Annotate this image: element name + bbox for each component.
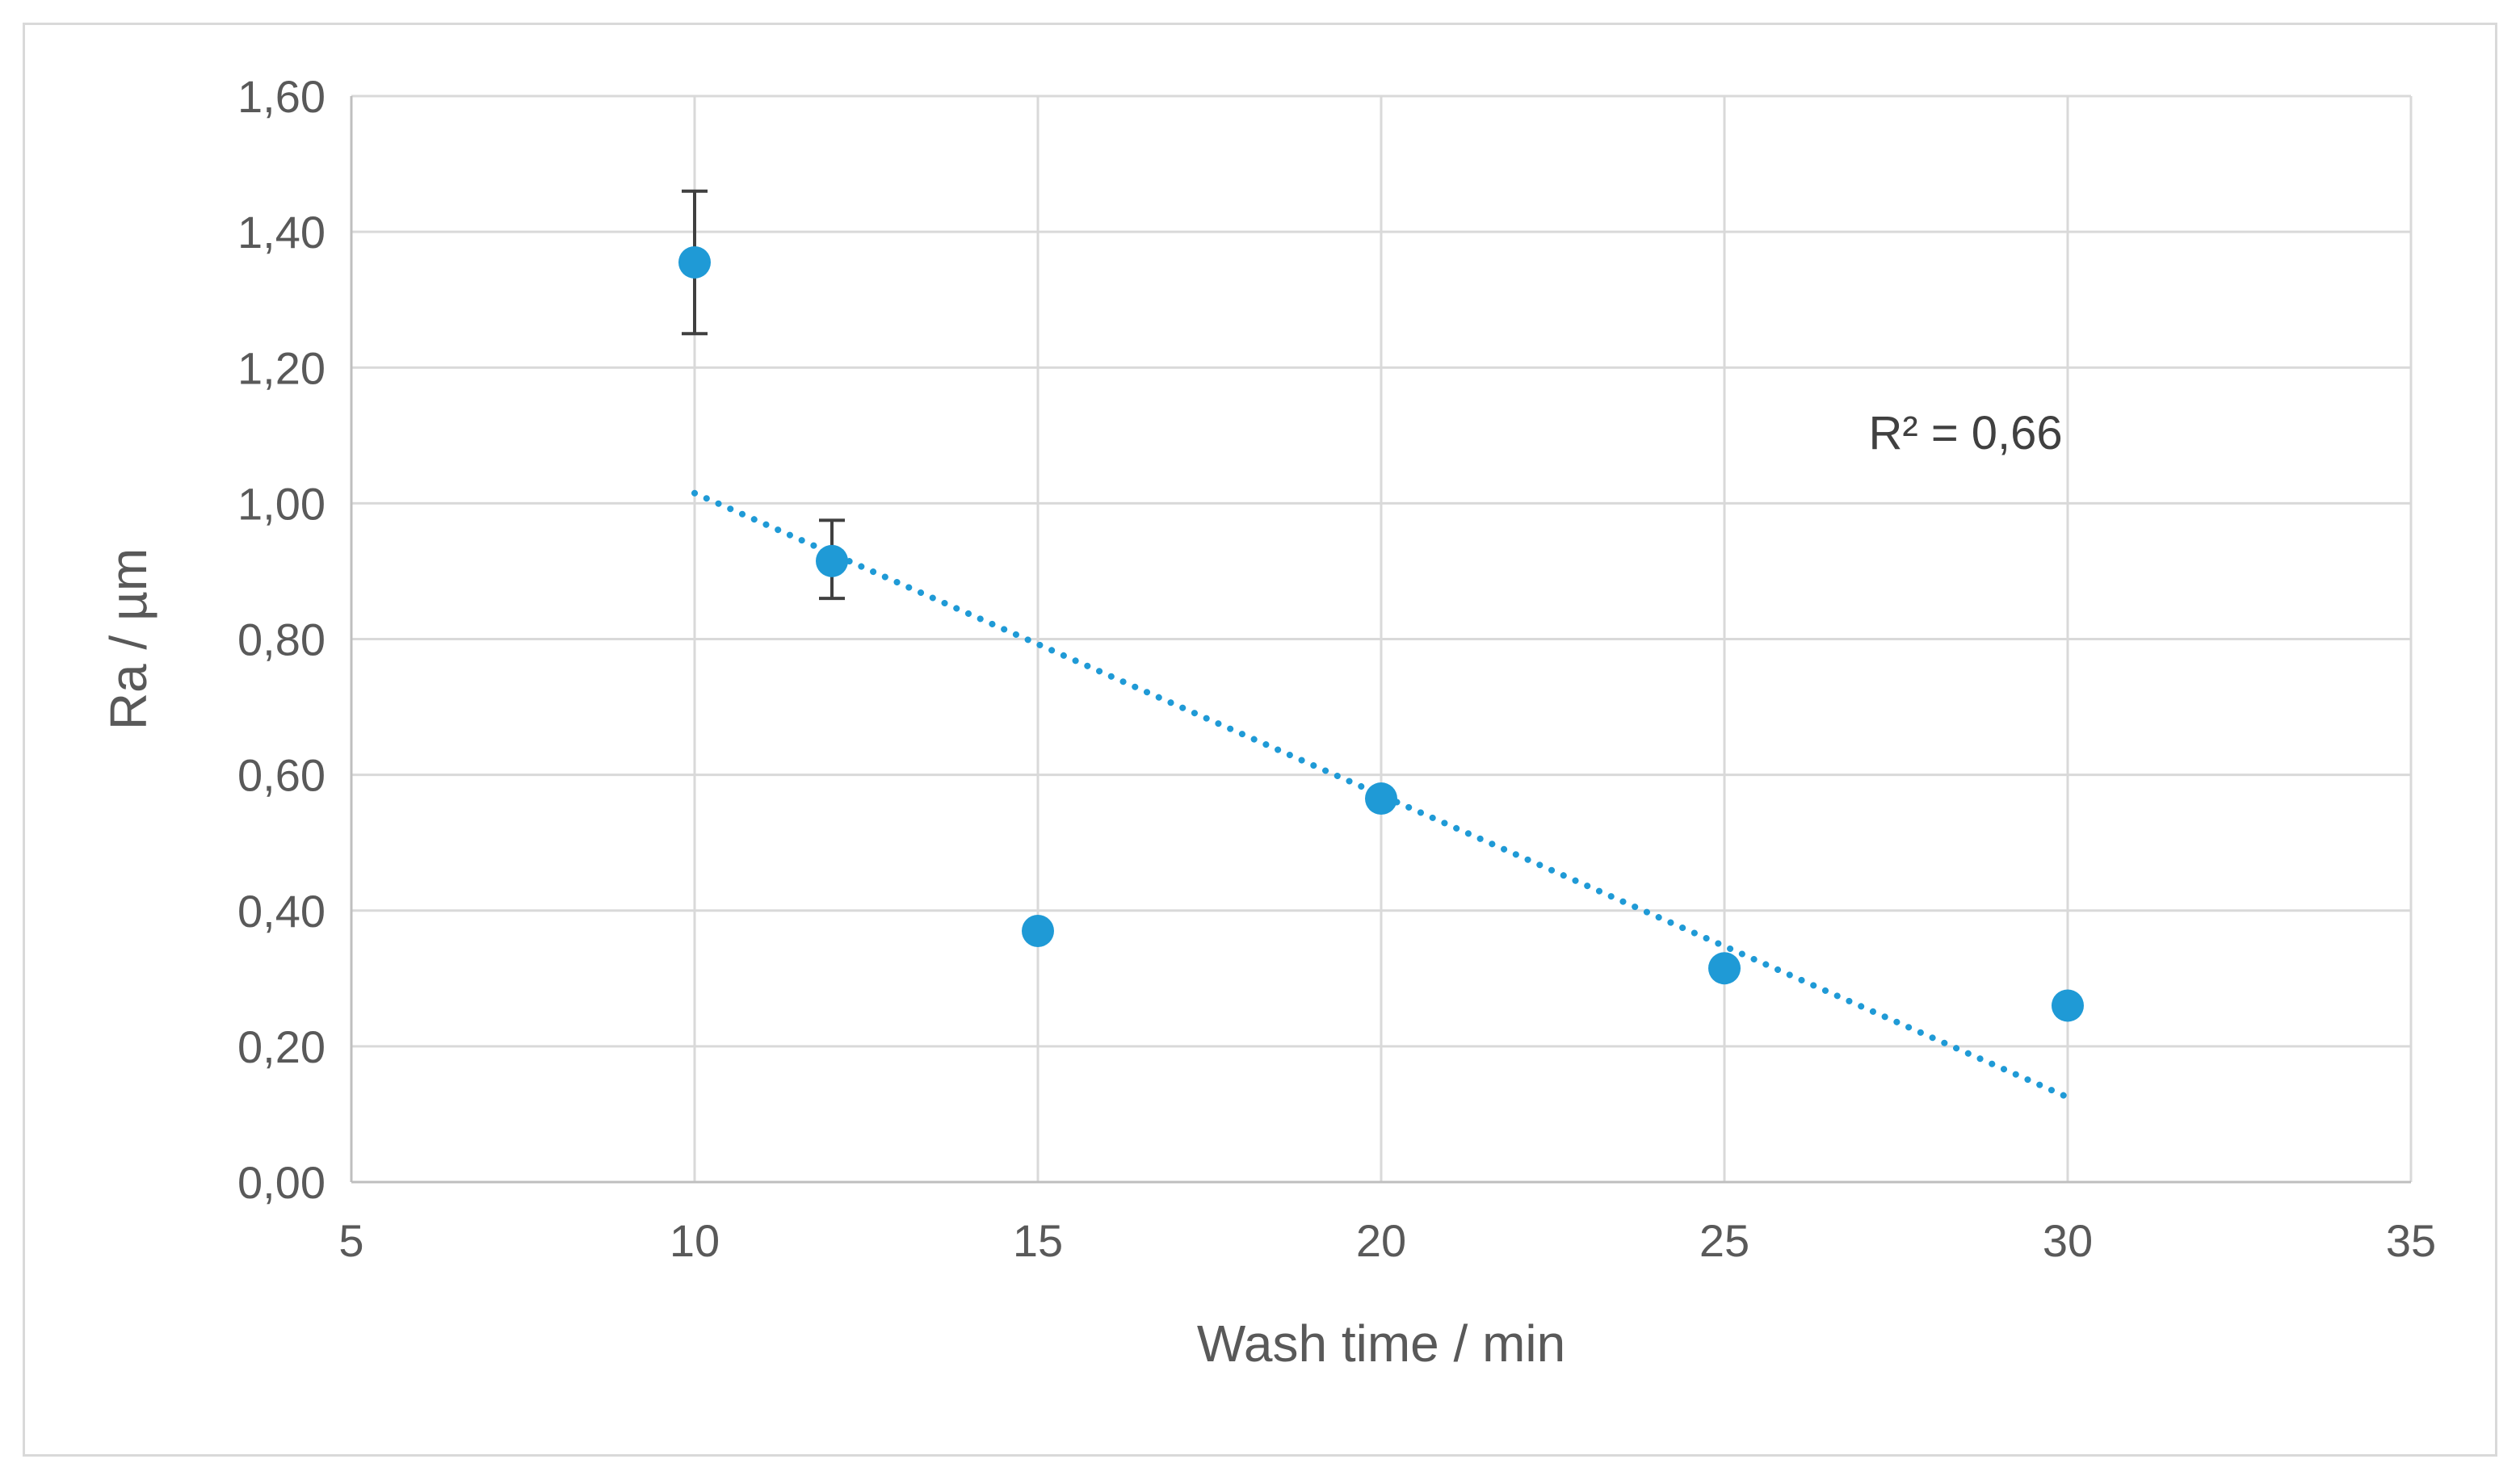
axes bbox=[350, 96, 2411, 1184]
y-tick-label: 0,00 bbox=[237, 1157, 326, 1208]
trendline-layer bbox=[691, 489, 2071, 1101]
y-axis-title: Ra / µm bbox=[99, 548, 158, 730]
data-point bbox=[1365, 782, 1397, 815]
data-point bbox=[678, 245, 711, 279]
y-tick-label: 1,40 bbox=[237, 207, 326, 258]
gridlines bbox=[351, 94, 2413, 1182]
scatter-chart: 0,00 0,20 0,40 0,60 0,80 1,00 1,20 1,40 1,60 5 10 1… bbox=[99, 71, 2436, 1373]
y-tick-label: 0,80 bbox=[237, 614, 326, 665]
y-tick-label: 1,00 bbox=[237, 478, 326, 529]
y-tick-label: 0,40 bbox=[237, 886, 326, 937]
trendline bbox=[691, 489, 2071, 1101]
data-point bbox=[1708, 952, 1741, 985]
x-tick-label: 5 bbox=[338, 1215, 363, 1266]
chart-area: 0,00 0,20 0,40 0,60 0,80 1,00 1,20 1,40 1,60 5 10 1… bbox=[23, 23, 2497, 1457]
x-tick-label: 20 bbox=[1356, 1215, 1406, 1266]
r-squared-label: R² = 0,66 bbox=[1869, 407, 2063, 459]
y-tick-label: 1,60 bbox=[237, 71, 326, 122]
y-tick-label: 0,20 bbox=[237, 1021, 326, 1072]
y-tick-label: 1,20 bbox=[237, 342, 326, 393]
x-tick-label: 15 bbox=[1013, 1215, 1063, 1266]
labels: 0,00 0,20 0,40 0,60 0,80 1,00 1,20 1,40 1,60 5 10 1… bbox=[99, 71, 2436, 1373]
x-tick-label: 35 bbox=[2386, 1215, 2436, 1266]
x-tick-label: 30 bbox=[2043, 1215, 2093, 1266]
data-point bbox=[2052, 989, 2084, 1022]
x-tick-label: 25 bbox=[1699, 1215, 1749, 1266]
data-point bbox=[1022, 914, 1054, 947]
data-points bbox=[678, 245, 2084, 1022]
y-tick-label: 0,60 bbox=[237, 750, 326, 801]
x-axis-title: Wash time / min bbox=[1197, 1314, 1565, 1373]
data-point bbox=[816, 544, 848, 577]
x-tick-label: 10 bbox=[670, 1215, 720, 1266]
